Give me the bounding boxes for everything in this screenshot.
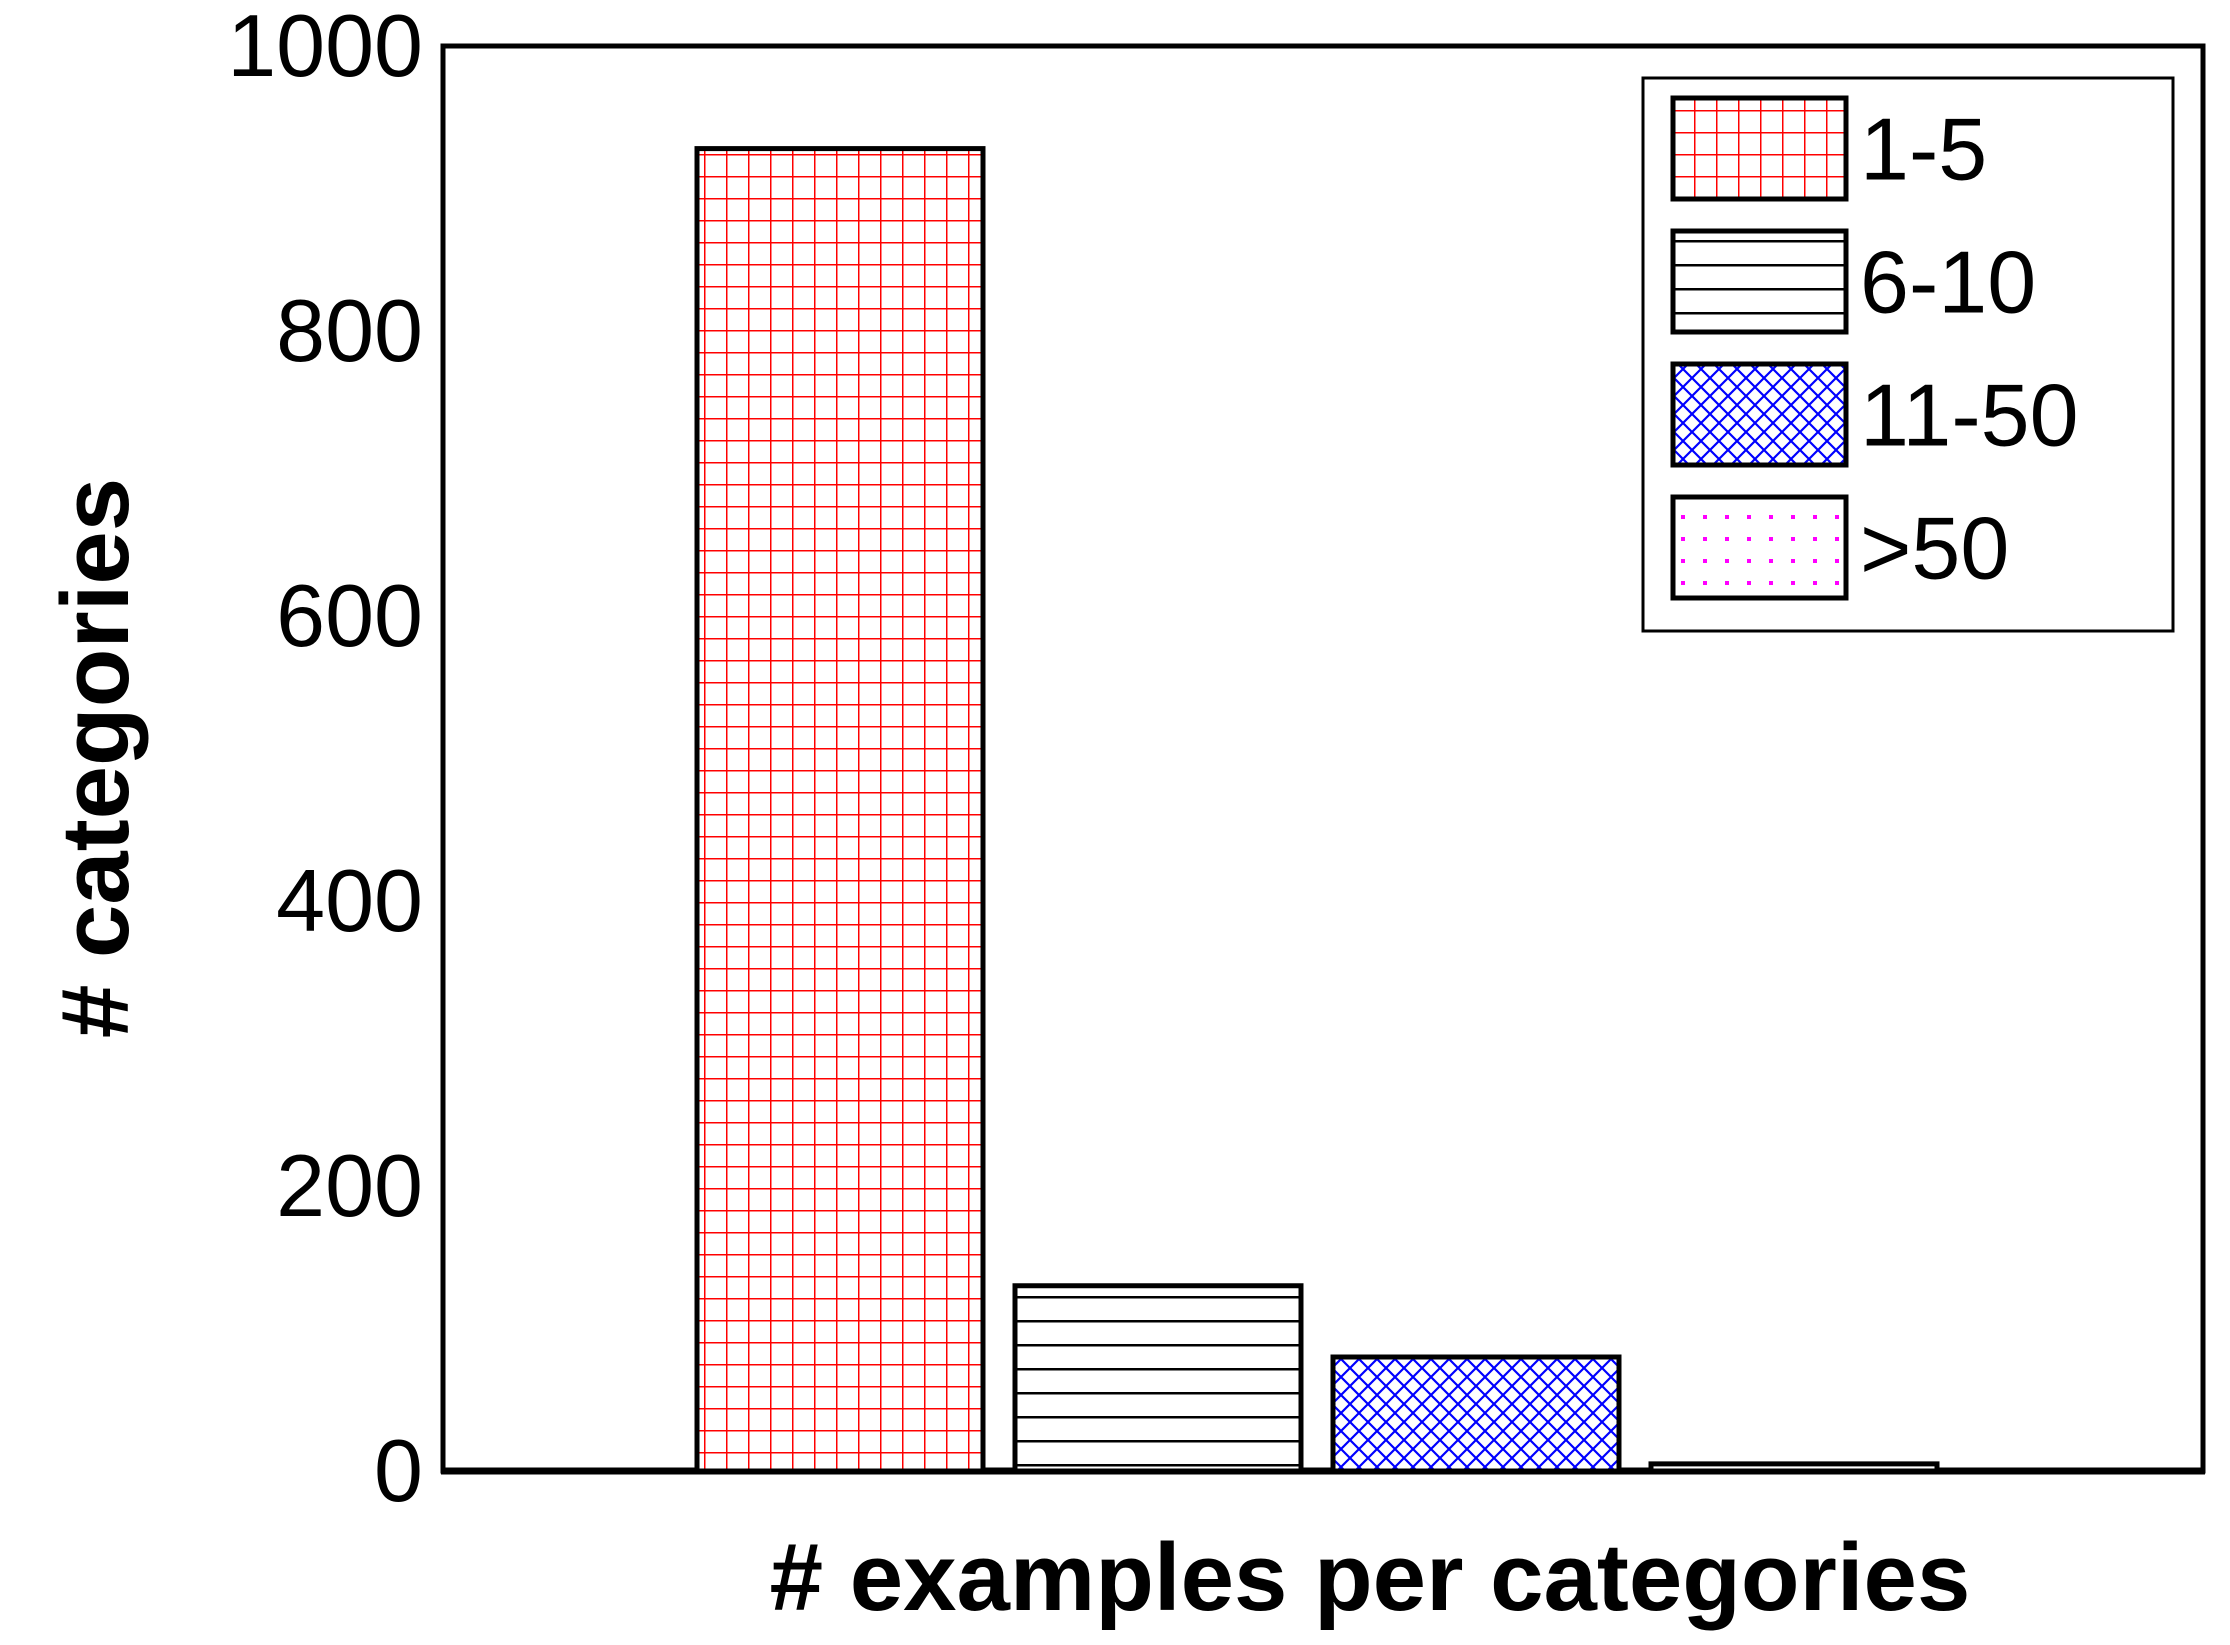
legend-label->50: >50 [1860, 499, 2009, 598]
y-tick-label: 0 [374, 1421, 423, 1520]
y-tick-labels: 0 200 400 600 800 1000 [227, 0, 423, 1520]
legend-label-11-50: 11-50 [1860, 366, 2079, 465]
legend-label-6-10: 6-10 [1860, 233, 2036, 332]
y-tick-label: 200 [276, 1136, 423, 1235]
legend-label-1-5: 1-5 [1860, 100, 1987, 199]
legend-swatch-1-5 [1670, 95, 1849, 202]
bar->50 [1648, 1461, 1940, 1474]
legend: 1-5 6-10 11-50 >50 [1641, 76, 2175, 633]
legend-swatch-11-50 [1670, 361, 1849, 468]
bar-1-5 [694, 146, 986, 1474]
legend-swatch->50 [1670, 494, 1849, 601]
y-axis-label: # categories [42, 478, 149, 1038]
x-axis-label: # examples per categories [770, 1524, 1971, 1631]
bar-11-50 [1330, 1354, 1622, 1474]
bar-6-10 [1012, 1283, 1304, 1474]
y-tick-label: 1000 [227, 0, 423, 95]
y-tick-label: 800 [276, 281, 423, 380]
bars [694, 146, 1940, 1474]
legend-swatch-6-10 [1670, 228, 1849, 335]
y-tick-label: 400 [276, 851, 423, 950]
y-tick-label: 600 [276, 566, 423, 665]
